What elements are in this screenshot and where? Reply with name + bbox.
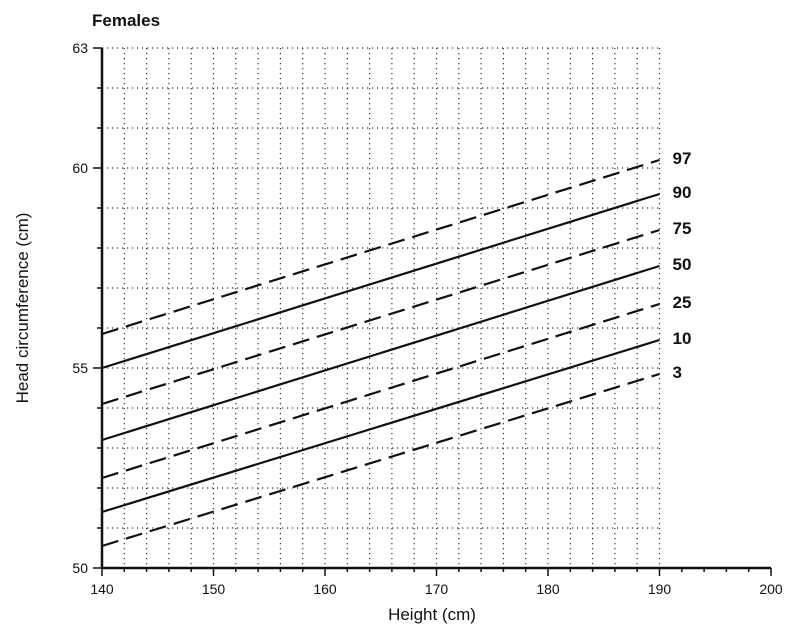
percentile-line-3 [101,372,660,548]
y-tick-label: 60 [72,160,88,176]
percentile-line-97 [101,158,660,336]
x-axis-title: Height (cm) [388,605,476,624]
y-axis-ticks: 50 55 60 63 [72,40,102,576]
series-lines [101,158,660,548]
percentile-label-90: 90 [673,183,692,202]
x-tick-label: 200 [759,581,783,597]
series-labels: 97 90 75 50 25 10 3 [673,149,692,382]
percentile-label-97: 97 [673,149,692,168]
x-tick-label: 170 [425,581,449,597]
percentile-line-75 [101,228,660,406]
percentile-label-25: 25 [673,293,692,312]
x-tick-label: 140 [90,581,114,597]
x-tick-label: 150 [202,581,226,597]
x-axis-ticks: 140 150 160 170 180 190 200 [90,568,783,597]
percentile-line-10 [101,338,660,514]
percentile-line-50 [101,264,660,442]
percentile-label-3: 3 [673,363,682,382]
chart-title: Females [92,11,160,30]
y-tick-label: 63 [72,40,88,56]
percentile-label-75: 75 [673,219,692,238]
x-tick-label: 190 [648,581,672,597]
x-tick-label: 180 [536,581,560,597]
y-tick-label: 55 [72,360,88,376]
percentile-line-25 [101,302,660,480]
x-tick-label: 160 [313,581,337,597]
y-tick-label: 50 [72,560,88,576]
percentile-line-90 [101,192,660,370]
percentile-label-10: 10 [673,329,692,348]
percentile-label-50: 50 [673,255,692,274]
y-axis-title: Head circumference (cm) [13,213,32,404]
